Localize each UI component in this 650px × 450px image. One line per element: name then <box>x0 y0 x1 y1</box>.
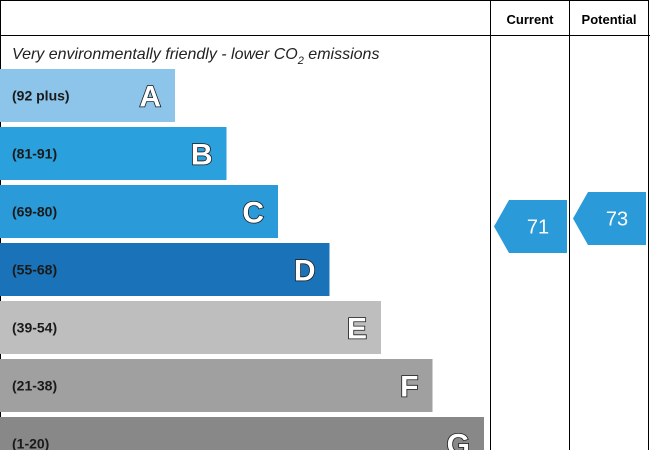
band-letter-d: D <box>294 255 316 288</box>
current-rating-marker-arrow <box>494 200 567 253</box>
band-bar-d <box>0 243 330 296</box>
band-bar-g <box>0 417 484 450</box>
band-f: (21-38) F <box>0 359 433 412</box>
band-range-c: (69-80) <box>12 204 57 220</box>
band-letter-f: F <box>400 371 418 404</box>
band-a: (92 plus) A <box>0 69 175 122</box>
band-g: (1-20) G <box>0 417 484 450</box>
band-bar-b <box>0 127 227 180</box>
header-potential: Potential <box>582 12 637 27</box>
band-range-d: (55-68) <box>12 262 57 278</box>
rating-bands: (92 plus) A (81-91) B (69-80) C (55-68) D (39-54… <box>0 69 484 450</box>
potential-rating-marker-arrow <box>573 192 646 245</box>
band-letter-a: A <box>139 81 161 114</box>
band-d: (55-68) D <box>0 243 330 296</box>
band-bar-f <box>0 359 433 412</box>
current-rating-marker: 71 <box>494 200 567 253</box>
band-c: (69-80) C <box>0 185 278 238</box>
band-range-a: (92 plus) <box>12 88 70 104</box>
rating-markers: 71 73 <box>494 192 646 253</box>
band-letter-e: E <box>347 313 367 346</box>
band-letter-b: B <box>191 139 213 172</box>
band-range-e: (39-54) <box>12 320 57 336</box>
band-bar-e <box>0 301 381 354</box>
band-range-f: (21-38) <box>12 378 57 394</box>
band-range-g: (1-20) <box>12 436 49 450</box>
header-current: Current <box>507 12 555 27</box>
potential-rating-marker: 73 <box>573 192 646 245</box>
band-letter-g: G <box>447 429 470 450</box>
potential-rating-marker-value: 73 <box>606 209 628 231</box>
subtitle-suffix: emissions <box>304 46 380 63</box>
band-letter-c: C <box>242 197 264 230</box>
band-range-b: (81-91) <box>12 146 57 162</box>
subtitle-prefix: Very environmentally friendly - lower CO <box>12 46 298 63</box>
band-bar-a <box>0 69 175 122</box>
chart-subtitle: Very environmentally friendly - lower CO… <box>12 46 379 67</box>
band-b: (81-91) B <box>0 127 227 180</box>
band-bar-c <box>0 185 278 238</box>
subtitle-subscript: 2 <box>297 55 304 67</box>
band-e: (39-54) E <box>0 301 381 354</box>
current-rating-marker-value: 71 <box>527 217 549 239</box>
